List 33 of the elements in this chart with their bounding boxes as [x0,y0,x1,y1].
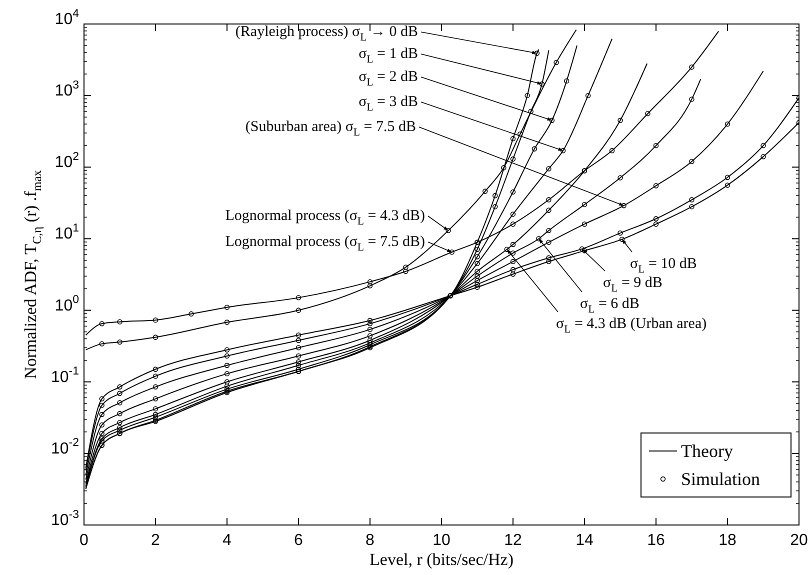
annotation: Lognormal process (σ$_{L}$ = 7.5 dB) [225,234,425,254]
x-tick-label: 20 [790,532,808,549]
x-tick-label: 14 [576,532,594,549]
annotation: σ$_{L}$ = 6 dB [580,296,640,316]
annotation: Lognormal process (σ$_{L}$ = 4.3 dB) [225,208,425,228]
annotation: σ$_{L}$ = 10 dB [630,256,697,276]
y-tick-label: 10$^{1}$ [54,222,79,243]
y-tick-label: 10$^{0}$ [54,294,79,314]
annotation: σ$_{L}$ = 3 dB [358,94,418,114]
annotation: σ$_{L}$ = 2 dB [358,69,418,88]
y-tick-label: 10$^{-1}$ [50,366,79,386]
annotation: (Suburban area) σ$_{L}$ = 7.5 dB [245,119,416,138]
y-tick-label: 10$^{4}$ [54,8,80,28]
x-tick-label: 18 [718,532,736,549]
y-tick-label: 10$^{3}$ [54,79,79,100]
y-tick-label: 10$^{-2}$ [50,437,79,458]
x-tick-label: 8 [366,532,375,549]
annotation: σ$_{L}$ = 4.3 dB (Urban area) [556,316,707,336]
legend-label: Theory [681,441,733,461]
annotation: σ$_{L}$ = 1 dB [358,46,418,66]
x-tick-label: 2 [151,532,160,549]
annotation: σ$_{L}$ = 9 dB [603,275,662,294]
legend-label: Simulation [681,469,760,489]
x-tick-label: 0 [80,532,89,549]
x-tick-label: 6 [294,532,304,549]
annotation: (Rayleigh process) σ$_{L}$ → 0 dB [235,24,418,44]
y-tick-label: 10$^{-3}$ [50,508,79,529]
x-axis-title: Level, r (bits/sec/Hz) [370,550,514,569]
x-tick-label: 4 [222,532,232,549]
y-tick-label: 10$^{2}$ [54,150,79,172]
x-tick-label: 12 [504,532,522,549]
x-tick-label: 16 [647,532,665,549]
x-tick-label: 10 [432,532,450,549]
